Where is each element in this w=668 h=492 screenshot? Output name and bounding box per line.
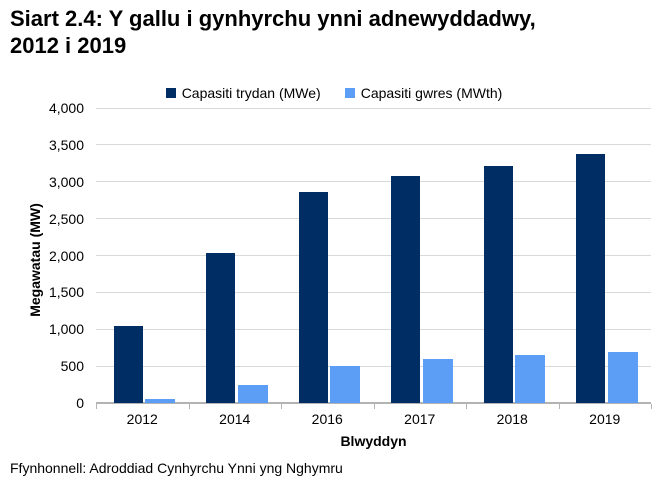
x-axis-tickmark bbox=[558, 404, 560, 409]
legend-item-0: Capasiti trydan (MWe) bbox=[165, 85, 321, 101]
x-axis-title: Blwyddyn bbox=[340, 433, 407, 449]
x-axis-tickmark bbox=[281, 404, 282, 409]
x-axis-tickmark bbox=[373, 404, 375, 409]
source-note: Ffynhonnell: Adroddiad Cynhyrchu Ynni yn… bbox=[10, 460, 343, 476]
x-axis-tickmark bbox=[466, 404, 467, 409]
x-tick-label-2019: 2019 bbox=[589, 411, 621, 427]
x-tick-label-2014: 2014 bbox=[219, 411, 251, 427]
gridline-2,000 bbox=[96, 255, 651, 256]
bar-series0-2019 bbox=[576, 153, 605, 403]
chart-legend: Capasiti trydan (MWe) Capasiti gwres (MWt… bbox=[0, 85, 668, 101]
y-tick-label-1,000: 1,000 bbox=[48, 321, 84, 338]
bar-series1-2016 bbox=[330, 366, 360, 403]
chart-title-line1: Siart 2.4: Y gallu i gynhyrchu ynni adne… bbox=[10, 6, 536, 31]
y-tick-label-2,000: 2,000 bbox=[48, 247, 84, 264]
gridline-2,500 bbox=[96, 218, 651, 220]
chart-title-line2: 2012 i 2019 bbox=[10, 33, 127, 58]
legend-item-1: Capasiti gwres (MWth) bbox=[344, 85, 503, 101]
gridline-1,000 bbox=[96, 328, 651, 330]
y-tick-label-1,500: 1,500 bbox=[48, 284, 84, 301]
gridline-500 bbox=[96, 365, 651, 367]
bar-series0-2016 bbox=[298, 192, 328, 403]
plot-area bbox=[96, 107, 651, 404]
gridline-1,500 bbox=[96, 291, 651, 293]
y-tick-label-3,000: 3,000 bbox=[48, 173, 84, 190]
legend-swatch-icon bbox=[165, 88, 176, 98]
legend-label: Capasiti trydan (MWe) bbox=[181, 85, 321, 101]
y-tick-label-2,500: 2,500 bbox=[48, 210, 84, 227]
x-tick-label-2012: 2012 bbox=[126, 411, 158, 427]
y-tick-label-500: 500 bbox=[60, 358, 84, 375]
x-tick-label-2018: 2018 bbox=[496, 411, 528, 427]
legend-swatch-icon bbox=[344, 88, 355, 98]
x-axis-tickmark bbox=[651, 404, 652, 409]
x-axis-tickmark bbox=[96, 404, 97, 409]
y-axis-title: Megawatau (MW) bbox=[27, 203, 43, 317]
y-tick-label-0: 0 bbox=[76, 395, 84, 411]
bar-series1-2018 bbox=[515, 355, 545, 403]
x-tick-label-2016: 2016 bbox=[311, 411, 343, 427]
bar-series1-2012 bbox=[145, 398, 175, 403]
y-tick-label-3,500: 3,500 bbox=[48, 136, 84, 153]
legend-label: Capasiti gwres (MWth) bbox=[360, 85, 503, 101]
bar-series0-2017 bbox=[391, 175, 420, 403]
bar-series0-2018 bbox=[483, 166, 513, 403]
chart-title: Siart 2.4: Y gallu i gynhyrchu ynni adne… bbox=[10, 5, 650, 59]
x-tick-label-2017: 2017 bbox=[404, 411, 436, 427]
x-axis-line bbox=[96, 402, 651, 404]
bar-series1-2017 bbox=[422, 358, 453, 403]
gridline-4,000 bbox=[96, 107, 651, 109]
gridline-3,500 bbox=[96, 144, 651, 146]
bar-series0-2012 bbox=[113, 326, 143, 403]
x-axis-tickmark bbox=[188, 404, 190, 409]
gridline-3,000 bbox=[96, 181, 651, 183]
bar-series1-2014 bbox=[237, 384, 268, 403]
bar-series1-2019 bbox=[607, 352, 638, 403]
bar-series0-2014 bbox=[206, 253, 235, 403]
y-tick-label-4,000: 4,000 bbox=[48, 100, 84, 116]
